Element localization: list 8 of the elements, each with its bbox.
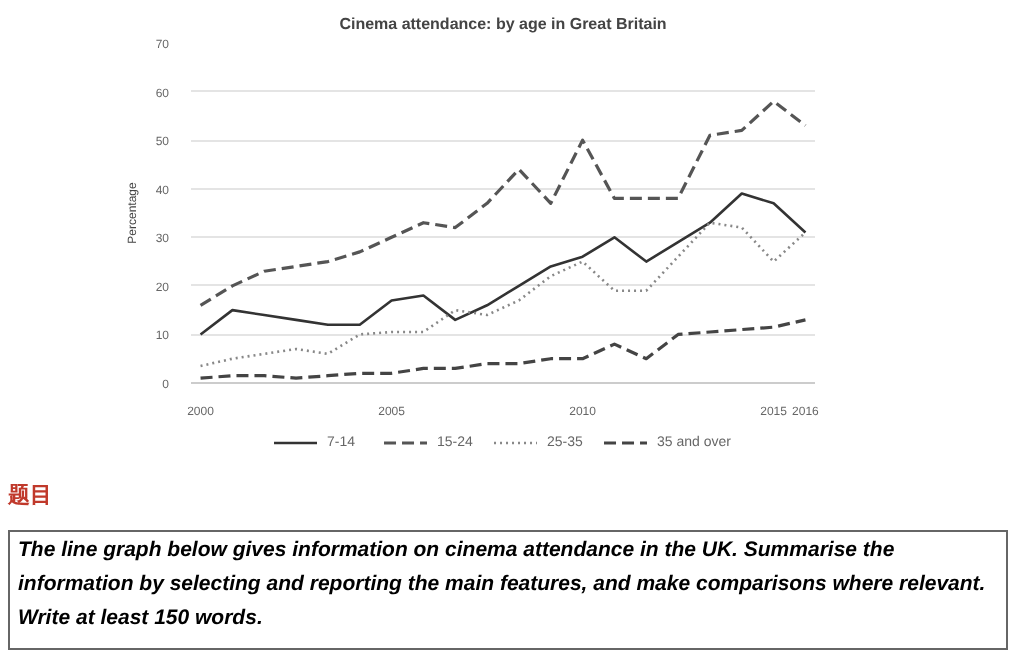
- text: The line graph below gives information on cinema attendance in the UK. Summarise the information by selecting and reporting the main features, and make comparisons where relevant.: [18, 536, 988, 600]
- chart-title: Cinema attendance: by age in Great Britain: [339, 15, 667, 33]
- text: 题目: [8, 482, 52, 512]
- text: Write at least 150 words.: [18, 604, 265, 634]
- line-series: [198, 318, 808, 380]
- line-series: [198, 99, 808, 307]
- line-series: [199, 192, 807, 336]
- line-series: [199, 221, 807, 368]
